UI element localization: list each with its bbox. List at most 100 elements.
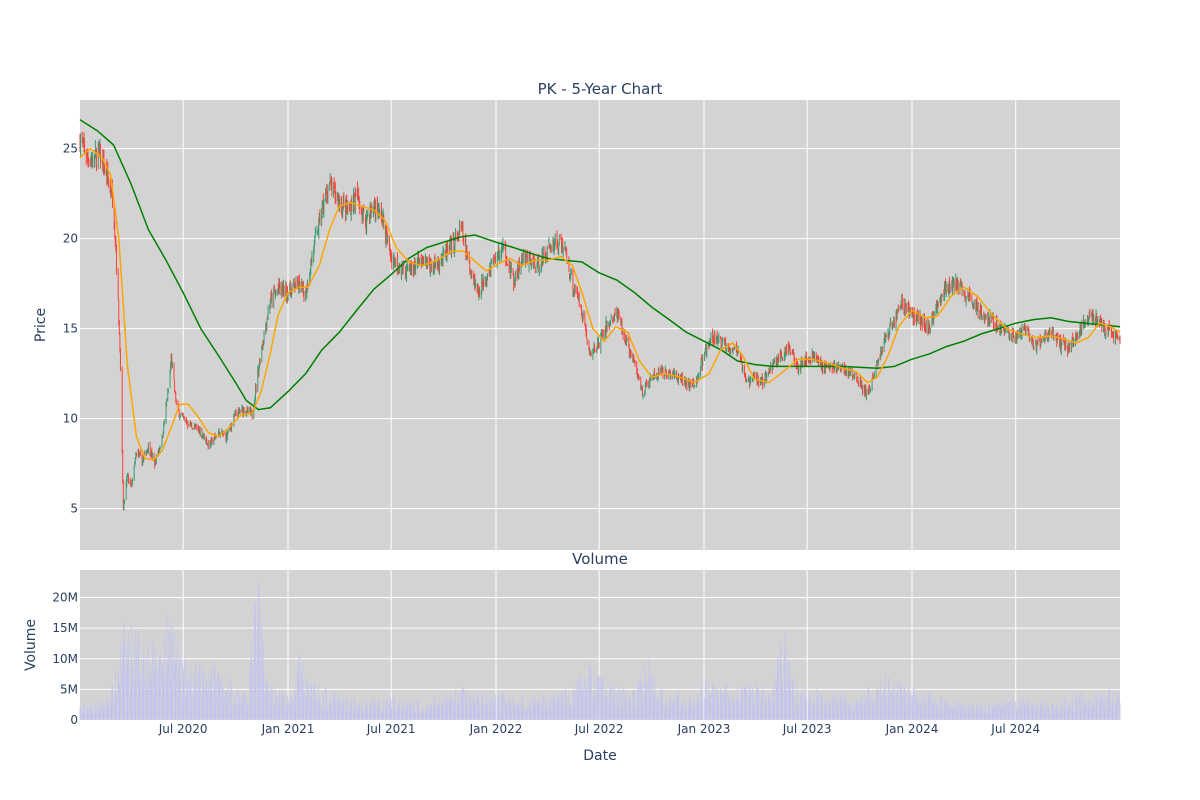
volume-bar xyxy=(434,696,436,720)
volume-bar xyxy=(483,703,484,720)
volume-bar xyxy=(609,690,610,720)
price-axis-title: Price xyxy=(33,308,49,342)
volume-bar xyxy=(892,695,894,720)
volume-bar xyxy=(170,634,172,720)
volume-bar xyxy=(170,678,172,720)
volume-bar xyxy=(1072,709,1074,720)
volume-bar xyxy=(1108,688,1110,720)
volume-bar xyxy=(912,686,914,720)
volume-bar xyxy=(227,704,228,720)
volume-bar xyxy=(648,697,650,720)
volume-bar xyxy=(617,707,619,720)
volume-bar xyxy=(271,684,272,720)
volume-bar xyxy=(350,700,352,720)
volume-bar xyxy=(333,698,335,720)
volume-bar xyxy=(374,703,376,720)
volume-bar xyxy=(325,688,327,720)
price-y-tick-label: 25 xyxy=(63,142,78,156)
volume-bar xyxy=(211,693,213,720)
volume-bar xyxy=(604,697,606,720)
volume-bar xyxy=(752,687,753,720)
volume-bar xyxy=(601,678,603,720)
volume-bar xyxy=(618,696,620,720)
volume-bar xyxy=(521,710,523,720)
volume-bar xyxy=(1060,699,1062,720)
volume-bar xyxy=(896,696,898,720)
volume-bar xyxy=(1035,703,1037,720)
volume-bar xyxy=(665,705,667,720)
volume-bar xyxy=(804,686,806,720)
volume-bar xyxy=(961,707,963,720)
volume-bar xyxy=(889,690,891,720)
volume-bar xyxy=(818,689,819,720)
volume-bar xyxy=(624,695,626,720)
volume-bar xyxy=(369,708,371,720)
volume-bar xyxy=(237,688,239,720)
volume-bar xyxy=(1016,707,1018,720)
volume-bar xyxy=(899,685,901,720)
volume-bar xyxy=(1097,692,1099,720)
volume-bar xyxy=(672,701,674,720)
volume-bar xyxy=(448,701,450,720)
volume-bar xyxy=(606,696,608,720)
volume-bar xyxy=(317,705,319,720)
volume-bar xyxy=(134,674,136,720)
volume-bar xyxy=(709,700,711,720)
volume-bar xyxy=(179,657,181,720)
volume-bar xyxy=(363,711,365,720)
volume-bar xyxy=(205,674,207,720)
volume-bar xyxy=(753,702,754,720)
volume-bar xyxy=(311,698,313,720)
volume-bar xyxy=(809,697,810,720)
volume-bar xyxy=(749,685,751,720)
volume-bar xyxy=(145,658,147,720)
volume-bar xyxy=(393,696,394,720)
volume-bar xyxy=(1063,697,1065,720)
volume-bar xyxy=(251,638,252,720)
volume-bar xyxy=(230,702,232,720)
volume-bar xyxy=(653,699,655,720)
volume-bar xyxy=(115,687,117,720)
volume-bar xyxy=(390,696,391,720)
volume-bar xyxy=(561,698,563,720)
volume-bar xyxy=(673,703,675,720)
volume-bar xyxy=(210,693,212,720)
volume-bar xyxy=(113,703,115,720)
volume-bar xyxy=(1115,702,1116,720)
volume-bar xyxy=(1091,707,1093,720)
volume-bar xyxy=(346,697,348,720)
volume-bar xyxy=(738,705,740,720)
volume-bar xyxy=(849,708,851,720)
volume-bar xyxy=(116,696,117,720)
volume-bar xyxy=(439,703,440,720)
volume-bar xyxy=(758,691,760,720)
volume-bar xyxy=(305,701,307,720)
volume-bar xyxy=(700,701,701,720)
volume-bar xyxy=(461,690,463,720)
volume-bar xyxy=(893,680,895,720)
volume-bar xyxy=(681,702,683,720)
volume-bar xyxy=(640,673,642,720)
chart-title: PK - 5-Year Chart xyxy=(538,80,663,98)
volume-bar xyxy=(442,697,444,720)
volume-bar xyxy=(744,686,746,720)
volume-bar xyxy=(995,705,997,720)
volume-bar xyxy=(1013,712,1015,720)
volume-bar xyxy=(802,708,803,720)
volume-bar xyxy=(1116,693,1117,720)
volume-bar xyxy=(664,707,666,720)
volume-bar xyxy=(760,707,761,720)
volume-bar xyxy=(646,687,647,720)
volume-bar xyxy=(761,695,762,720)
volume-bar xyxy=(1068,704,1070,720)
volume-bar xyxy=(79,706,81,720)
volume-bar xyxy=(864,701,866,720)
volume-bar xyxy=(173,670,175,720)
volume-bar xyxy=(689,698,691,720)
volume-bar xyxy=(862,696,863,720)
volume-bar xyxy=(163,673,165,720)
volume-bar xyxy=(597,698,598,720)
volume-bar xyxy=(641,686,643,720)
volume-bar xyxy=(432,707,434,720)
volume-bar xyxy=(1040,700,1042,720)
